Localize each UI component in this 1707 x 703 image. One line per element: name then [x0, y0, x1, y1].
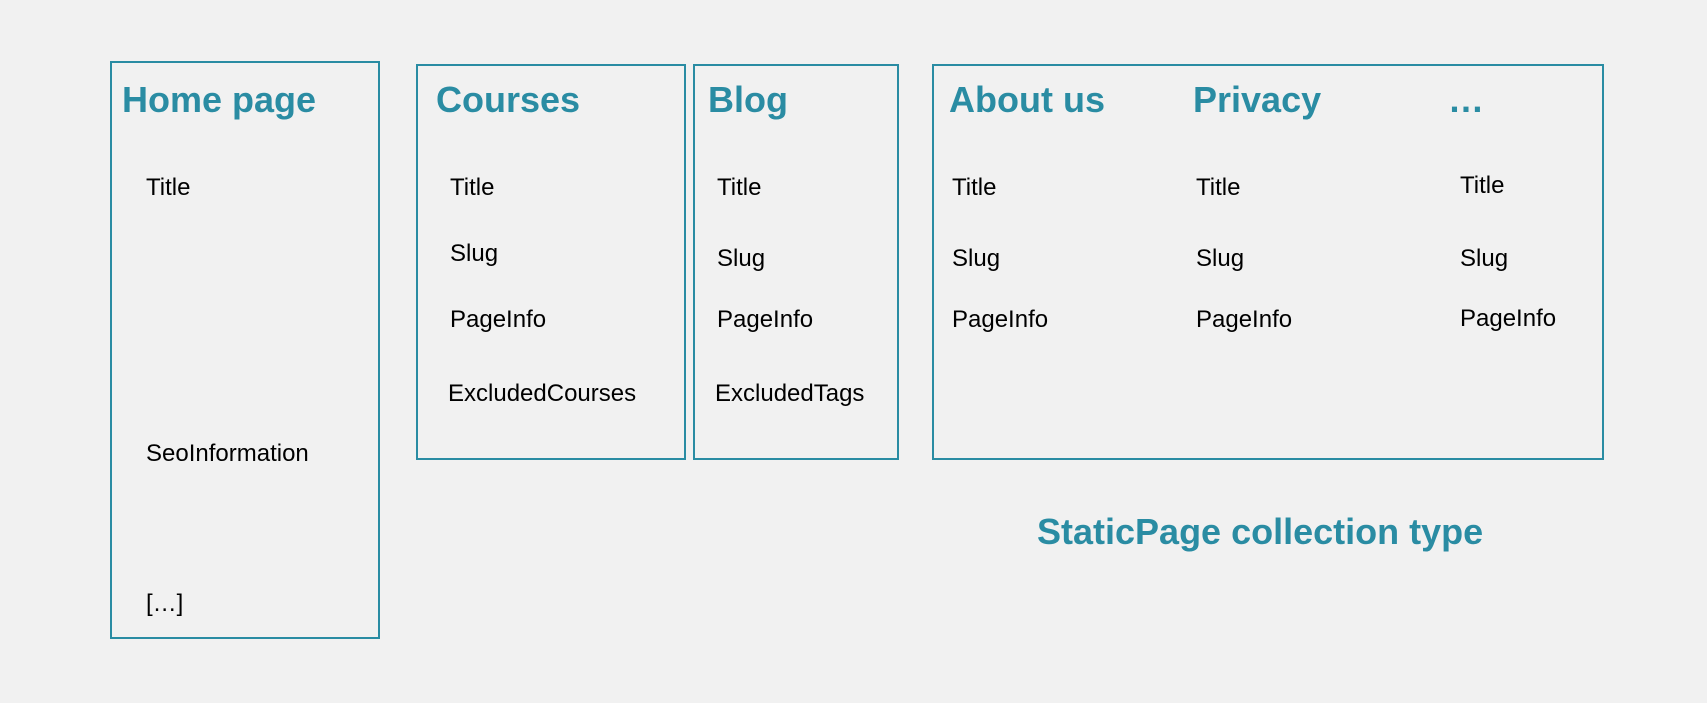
home-field-seo-information: SeoInformation — [146, 440, 309, 467]
courses-field-excluded-courses: ExcludedCourses — [448, 380, 637, 407]
privacy-field-title: Title — [1196, 174, 1241, 201]
courses-title: Courses — [436, 79, 581, 120]
courses-field-title: Title — [450, 174, 495, 201]
blog-box — [693, 64, 899, 460]
about-us-field-title: Title — [952, 174, 997, 201]
blog-field-pageinfo: PageInfo — [717, 306, 814, 333]
static-pages-box — [932, 64, 1604, 460]
courses-field-pageinfo: PageInfo — [450, 306, 547, 333]
home-page-box — [110, 61, 380, 639]
blog-field-slug: Slug — [717, 245, 766, 272]
privacy-title: Privacy — [1193, 79, 1322, 120]
blog-field-excluded-tags: ExcludedTags — [715, 380, 865, 407]
home-field-ellipsis: […] — [146, 590, 184, 617]
blog-field-title: Title — [717, 174, 762, 201]
privacy-field-pageinfo: PageInfo — [1196, 306, 1293, 333]
more-pages-field-pageinfo: PageInfo — [1460, 305, 1557, 332]
courses-field-slug: Slug — [450, 240, 499, 267]
about-us-field-slug: Slug — [952, 245, 1001, 272]
more-pages-field-slug: Slug — [1460, 245, 1509, 272]
about-us-title: About us — [949, 79, 1105, 120]
privacy-field-slug: Slug — [1196, 245, 1245, 272]
courses-box — [416, 64, 686, 460]
about-us-field-pageinfo: PageInfo — [952, 306, 1049, 333]
static-page-caption: StaticPage collection type — [1037, 511, 1484, 552]
more-pages-field-title: Title — [1460, 172, 1505, 199]
home-field-title: Title — [146, 174, 191, 201]
blog-title: Blog — [708, 79, 788, 120]
home-page-title: Home page — [122, 79, 317, 120]
more-pages-title: … — [1448, 79, 1484, 120]
